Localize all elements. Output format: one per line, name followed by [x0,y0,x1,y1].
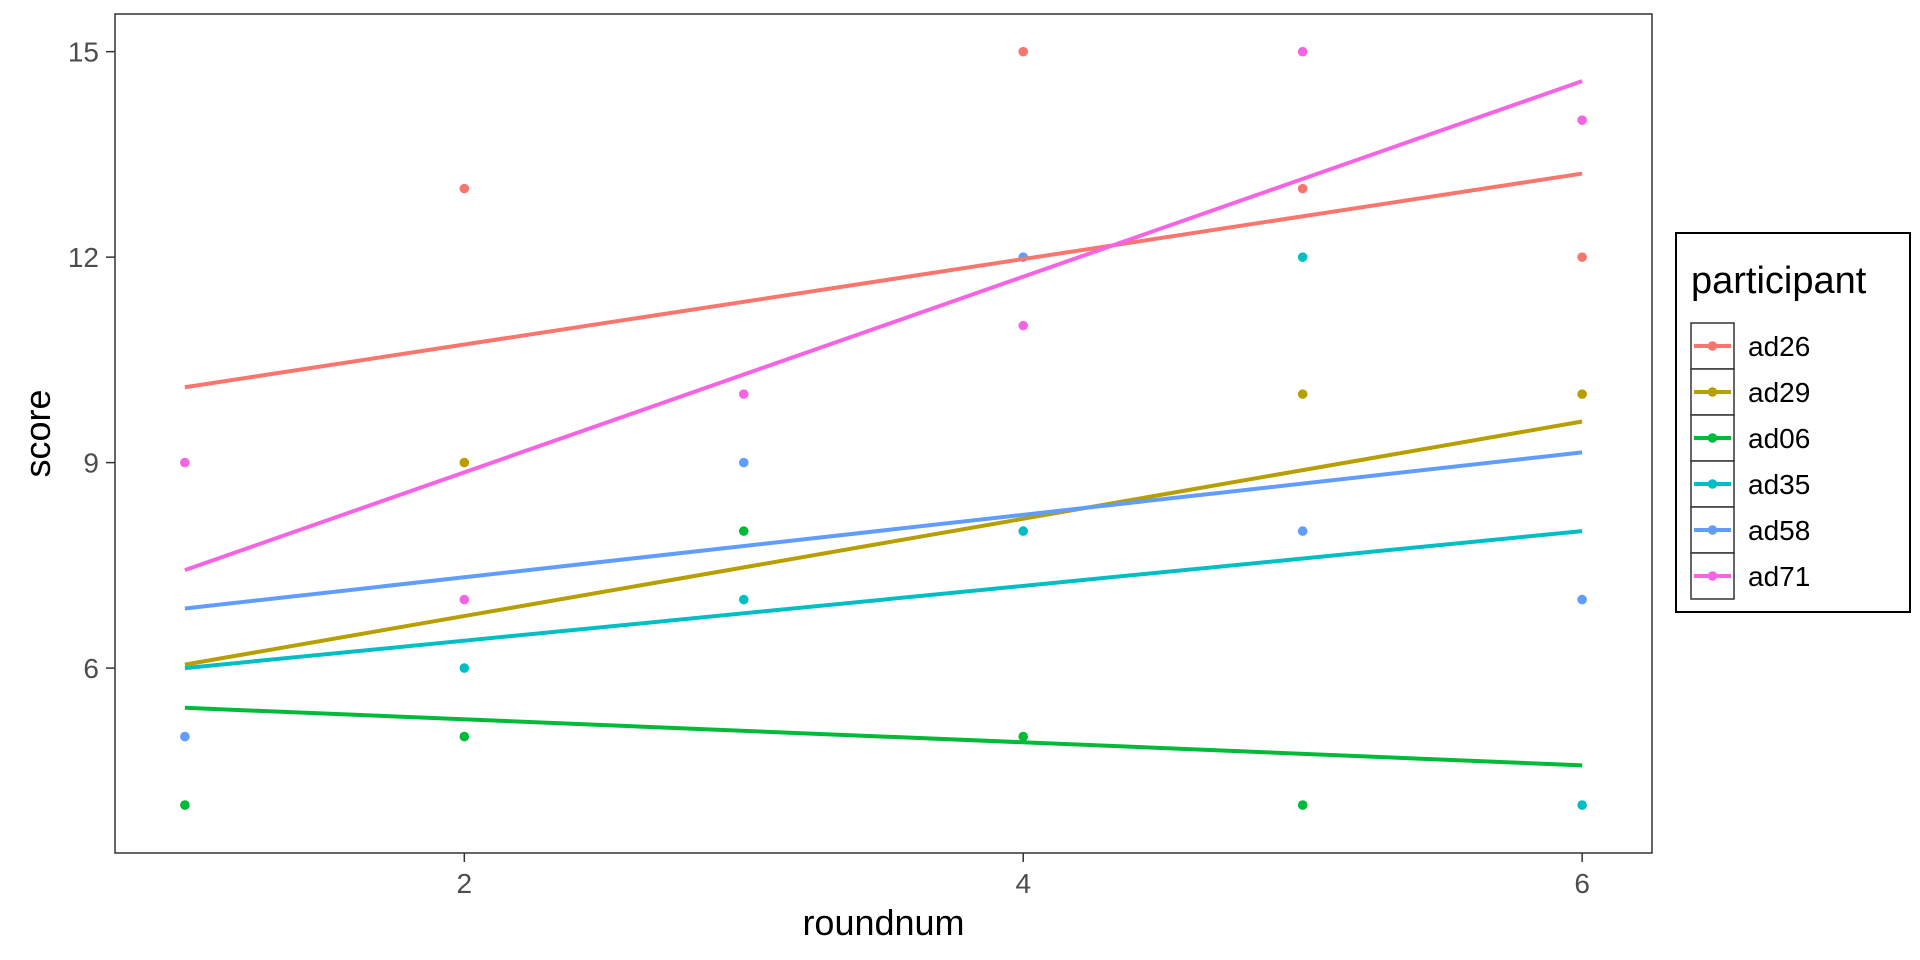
data-point [1297,252,1308,262]
legend-key-point [1707,387,1718,397]
legend-label: ad71 [1748,561,1810,592]
x-axis-title: roundnum [802,902,964,943]
x-tick-label: 4 [1015,868,1031,899]
data-point [738,526,749,536]
y-tick-label: 15 [68,37,99,68]
fit-line-ad26 [184,171,1583,390]
y-tick-label: 9 [83,448,99,479]
legend-title: participant [1691,260,1867,302]
data-point [1297,389,1308,399]
data-point [1297,800,1308,810]
legend-label: ad26 [1748,331,1810,362]
series-ad29 [459,389,1587,468]
panel-border [114,13,1653,854]
legend-key-point [1707,525,1718,535]
x-tick-label: 2 [457,868,473,899]
data-point [1018,526,1029,536]
data-point [1018,731,1029,742]
data-point [459,457,470,468]
legend-item-ad29: ad29 [1690,368,1810,416]
y-tick-label: 6 [83,653,99,684]
legend-key-point [1707,433,1718,443]
legend-key-point [1707,479,1718,489]
data-point [180,800,190,810]
data-point [1577,594,1587,605]
data-point [459,594,470,605]
fit-line-ad71 [184,79,1583,573]
data-point [1018,46,1029,57]
series-ad35 [459,252,1587,810]
legend-label: ad58 [1748,515,1810,546]
data-point [738,594,749,605]
fit-line-ad35 [184,529,1583,671]
legend-label: ad29 [1748,377,1810,408]
data-point [1297,46,1308,57]
legend-key-point [1707,571,1718,581]
data-point [1577,800,1587,810]
fit-line-ad29 [184,419,1583,667]
data-point [1297,526,1308,536]
data-point [459,731,470,742]
data-point [1018,320,1029,331]
y-tick-label: 12 [68,242,99,273]
axes: 2 4 6 6 9 12 15 [68,13,1653,899]
data-point [738,389,749,399]
series-ad26 [459,46,1587,262]
legend-item-ad26: ad26 [1690,322,1810,370]
series-ad71 [180,46,1587,605]
legend-item-ad58: ad58 [1690,506,1810,554]
fit-line-ad58 [184,450,1583,611]
data-point [180,731,190,742]
legend-item-ad35: ad35 [1690,460,1810,508]
data-point [459,663,470,673]
legend-item-ad71: ad71 [1690,552,1810,600]
x-tick-label: 6 [1574,868,1590,899]
legend: participant ad26 ad29 ad06 ad35 ad58 ad71 [1675,232,1911,613]
legend-item-ad06: ad06 [1690,414,1810,462]
y-axis-title: score [17,389,58,477]
series-ad06 [180,526,1308,810]
legend-label: ad35 [1748,469,1810,500]
data-point [1577,252,1587,262]
legend-key-point [1707,341,1718,351]
data-point [1577,115,1587,125]
series-ad58 [180,252,1587,742]
fit-line-ad06 [184,705,1583,768]
data-point [738,457,749,468]
data-point [180,457,190,468]
data-point [1577,389,1587,399]
legend-label: ad06 [1748,423,1810,454]
data-point [459,183,470,194]
plot-area [180,46,1587,810]
data-point [1297,183,1308,194]
